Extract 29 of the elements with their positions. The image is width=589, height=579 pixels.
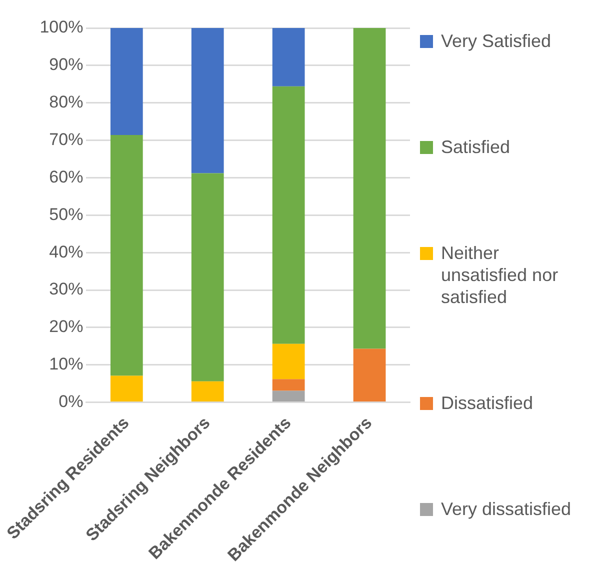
bar <box>110 376 143 402</box>
bar <box>272 86 305 344</box>
y-tick-label: 50% <box>49 204 84 224</box>
y-tick-label: 20% <box>49 317 84 336</box>
y-tick-label: 80% <box>49 92 84 112</box>
legend-label: Satisfied <box>441 136 510 158</box>
y-tick-label: 70% <box>49 130 84 149</box>
bar <box>191 381 224 402</box>
bar <box>353 348 386 402</box>
legend-label: Neither unsatisfied nor satisfied <box>441 242 560 308</box>
bar <box>272 28 305 86</box>
legend-label: Very Satisfied <box>441 30 552 52</box>
bar <box>272 379 305 391</box>
y-tick-label: 100% <box>40 18 84 37</box>
bar <box>272 390 305 402</box>
y-tick-label: 30% <box>49 280 84 299</box>
bar <box>191 28 224 174</box>
bar <box>110 135 143 376</box>
y-tick-label: 0% <box>58 392 84 411</box>
y-tick-label: 10% <box>49 354 84 374</box>
legend-label: Very dissatisfied <box>441 498 572 520</box>
y-tick-label: 90% <box>49 55 84 74</box>
bar <box>272 344 305 380</box>
bar <box>191 173 224 382</box>
y-tick-label: 40% <box>49 242 84 262</box>
legend-label: Dissatisfied <box>441 392 534 414</box>
bar <box>353 28 386 349</box>
y-tick-label: 60% <box>49 167 84 186</box>
bar <box>110 28 143 136</box>
